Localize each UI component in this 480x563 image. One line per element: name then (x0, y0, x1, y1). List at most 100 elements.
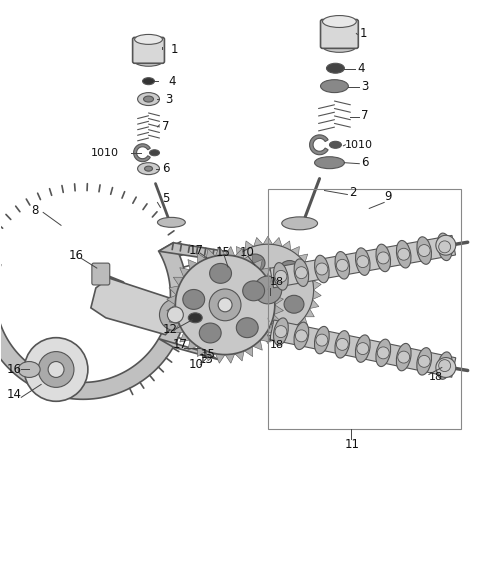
Ellipse shape (138, 163, 159, 175)
Bar (268, 189, 461, 429)
Text: 4: 4 (168, 75, 176, 88)
Bar (198, 280, 248, 350)
Text: 8: 8 (31, 204, 38, 217)
Text: 13: 13 (198, 353, 213, 366)
Polygon shape (271, 315, 281, 324)
Ellipse shape (437, 233, 452, 261)
Ellipse shape (314, 255, 329, 283)
Polygon shape (274, 295, 284, 305)
Text: 18: 18 (429, 373, 443, 382)
Polygon shape (273, 238, 282, 247)
Text: 4: 4 (357, 62, 365, 75)
Ellipse shape (144, 166, 153, 171)
Polygon shape (215, 290, 223, 300)
Text: 16: 16 (6, 363, 21, 376)
Circle shape (48, 361, 64, 377)
Ellipse shape (437, 352, 452, 379)
Ellipse shape (314, 327, 329, 354)
FancyBboxPatch shape (132, 37, 165, 63)
Ellipse shape (284, 296, 304, 313)
Wedge shape (310, 135, 328, 155)
Text: 16: 16 (69, 249, 84, 262)
Polygon shape (291, 247, 300, 256)
Ellipse shape (134, 34, 162, 44)
Polygon shape (260, 333, 270, 342)
Ellipse shape (329, 141, 341, 148)
Circle shape (209, 289, 241, 321)
Circle shape (222, 244, 313, 336)
Ellipse shape (439, 241, 451, 253)
Ellipse shape (245, 254, 265, 272)
Polygon shape (282, 241, 291, 251)
Polygon shape (305, 263, 314, 271)
Wedge shape (133, 144, 150, 162)
Ellipse shape (398, 351, 410, 363)
Polygon shape (273, 333, 282, 342)
Circle shape (254, 276, 282, 304)
Polygon shape (252, 260, 262, 270)
Ellipse shape (377, 252, 389, 264)
Ellipse shape (316, 334, 328, 346)
Circle shape (24, 338, 88, 401)
Ellipse shape (323, 16, 356, 28)
Text: 10: 10 (188, 358, 203, 371)
Polygon shape (270, 320, 456, 377)
Polygon shape (197, 346, 206, 356)
Ellipse shape (326, 63, 344, 73)
Ellipse shape (316, 263, 328, 275)
Ellipse shape (138, 92, 159, 105)
Ellipse shape (418, 244, 430, 257)
Circle shape (38, 351, 74, 387)
Ellipse shape (336, 260, 348, 271)
Ellipse shape (18, 361, 40, 377)
Ellipse shape (356, 248, 370, 275)
Ellipse shape (377, 347, 389, 359)
Polygon shape (180, 333, 190, 342)
Polygon shape (221, 309, 231, 317)
Polygon shape (312, 280, 321, 290)
Ellipse shape (398, 248, 410, 260)
Polygon shape (291, 324, 300, 333)
Circle shape (159, 299, 192, 330)
Text: 15: 15 (200, 348, 215, 361)
Circle shape (175, 255, 275, 355)
Ellipse shape (279, 261, 300, 279)
Polygon shape (244, 346, 253, 356)
Polygon shape (310, 300, 319, 309)
Text: 14: 14 (6, 388, 21, 401)
Polygon shape (312, 290, 321, 300)
Ellipse shape (417, 348, 432, 375)
Text: 9: 9 (384, 190, 392, 203)
Polygon shape (217, 300, 226, 309)
Text: 18: 18 (270, 339, 284, 350)
Ellipse shape (314, 157, 344, 169)
Text: 5: 5 (162, 192, 170, 205)
Text: 6: 6 (162, 162, 170, 175)
Polygon shape (225, 354, 235, 363)
Polygon shape (215, 280, 223, 290)
Polygon shape (266, 277, 277, 286)
Text: 3: 3 (166, 92, 173, 105)
Polygon shape (263, 236, 273, 244)
Polygon shape (159, 243, 230, 260)
Polygon shape (236, 247, 245, 256)
Ellipse shape (144, 96, 154, 102)
Text: 18: 18 (270, 277, 284, 287)
Ellipse shape (357, 256, 369, 267)
Polygon shape (260, 267, 270, 277)
Ellipse shape (355, 335, 370, 363)
Ellipse shape (252, 310, 272, 328)
Text: 1010: 1010 (91, 148, 119, 158)
Ellipse shape (225, 268, 231, 272)
Polygon shape (254, 238, 263, 247)
Text: 12: 12 (162, 323, 178, 336)
Polygon shape (197, 253, 206, 263)
Ellipse shape (376, 339, 391, 367)
Polygon shape (235, 351, 244, 361)
Polygon shape (221, 263, 231, 271)
Text: 1010: 1010 (344, 140, 372, 150)
Polygon shape (159, 339, 218, 360)
Text: 7: 7 (162, 120, 170, 133)
Polygon shape (225, 247, 235, 256)
Polygon shape (173, 324, 184, 333)
